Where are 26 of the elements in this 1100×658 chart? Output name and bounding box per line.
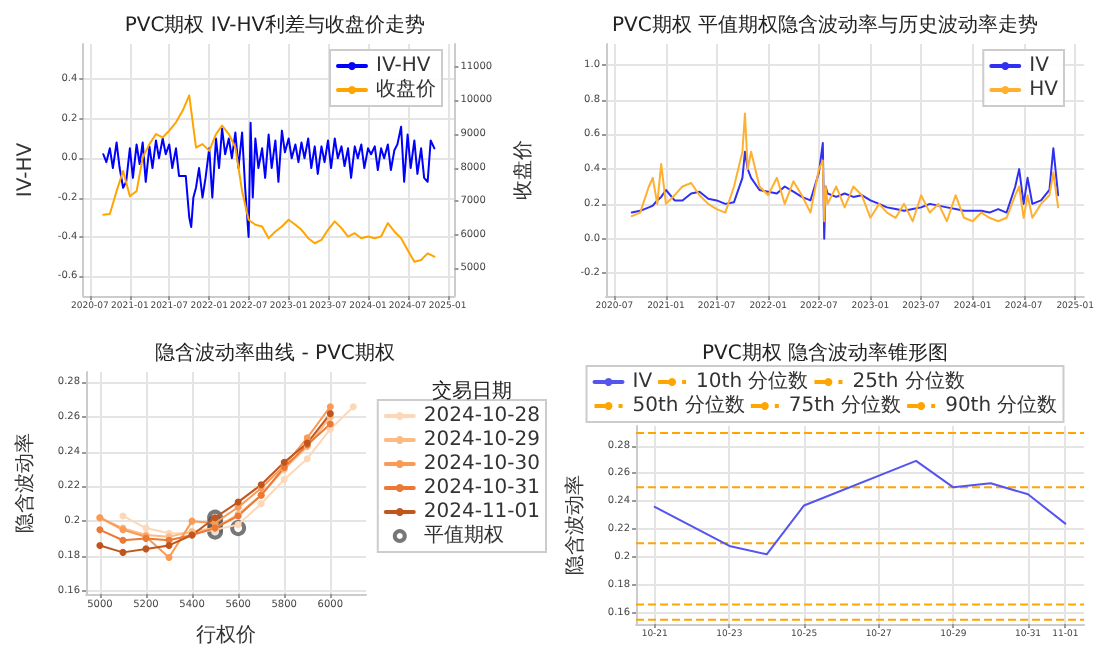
legend-title: 交易日期 — [432, 379, 512, 403]
chart-title: PVC期权 平值期权隐含波动率与历史波动率走势 — [611, 13, 1039, 37]
legend-label: 10th 分位数 — [696, 369, 809, 393]
y-axis-title: 隐含波动率 — [563, 475, 587, 575]
chart-title: PVC期权 隐含波动率锥形图 — [701, 341, 949, 365]
legend-label: 75th 分位数 — [788, 393, 902, 417]
legend-label: IV — [632, 371, 653, 393]
legend-label: 2024-10-28 — [423, 405, 541, 427]
y-axis-title: 隐含波动率 — [13, 433, 37, 533]
chart-title: 隐含波动率曲线 - PVC期权 — [155, 341, 395, 365]
legend-label: 2024-10-30 — [423, 453, 541, 475]
legend-label: 收盘价 — [376, 77, 436, 101]
legend-label: IV-HV — [376, 55, 431, 77]
legend-label: HV — [1029, 79, 1059, 101]
y-axis-title: IV-HV — [15, 142, 37, 198]
legend-label: IV — [1029, 55, 1050, 77]
chart-title: PVC期权 IV-HV利差与收盘价走势 — [124, 13, 426, 37]
legend-label: 平值期权 — [423, 523, 504, 547]
x-axis-title: 行权价 — [196, 623, 257, 647]
legend-label: 2024-10-29 — [423, 429, 541, 451]
y2-axis-title: 收盘价 — [511, 140, 535, 200]
legend-label: 2024-11-01 — [423, 501, 541, 523]
legend-label: 50th 分位数 — [632, 393, 745, 417]
legend-label: 90th 分位数 — [945, 393, 1058, 417]
legend-label: 25th 分位数 — [852, 369, 965, 393]
legend-label: 2024-10-31 — [423, 477, 541, 499]
